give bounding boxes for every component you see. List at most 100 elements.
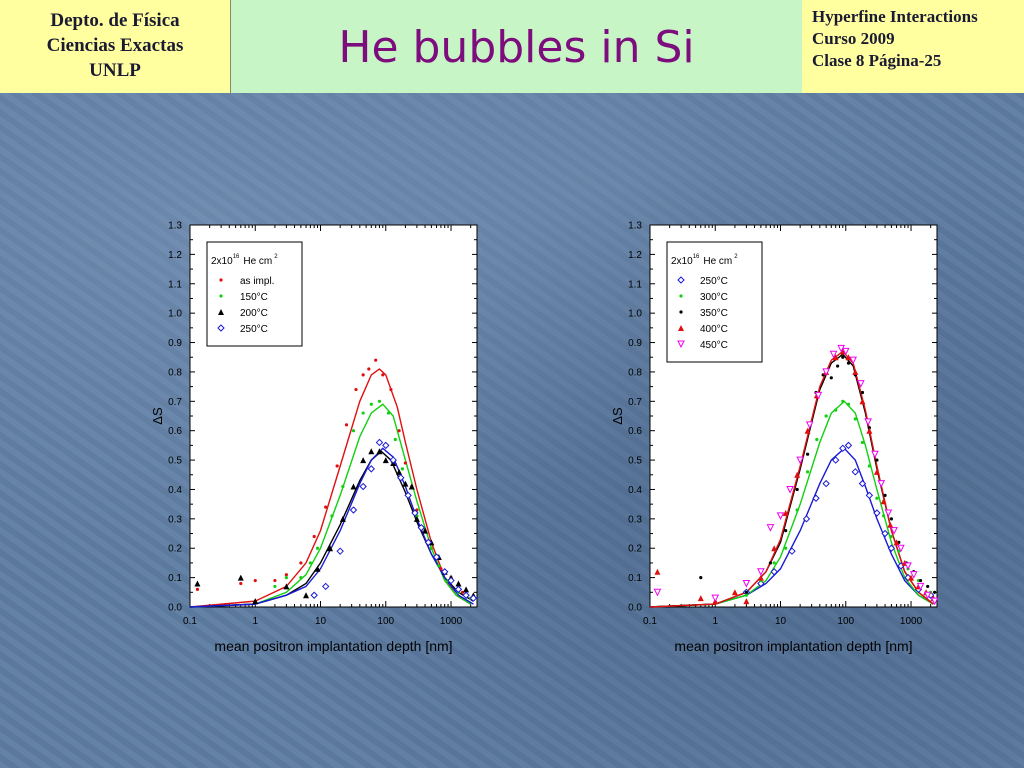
data-point bbox=[463, 586, 470, 593]
y-tick-label: 1.3 bbox=[628, 221, 642, 232]
data-point bbox=[744, 593, 748, 597]
data-point bbox=[889, 534, 893, 539]
data-point bbox=[865, 491, 874, 500]
data-point bbox=[314, 565, 321, 572]
data-point bbox=[795, 487, 799, 492]
data-point bbox=[374, 358, 378, 362]
x-tick-label: 1000 bbox=[440, 616, 463, 627]
data-point bbox=[867, 464, 871, 468]
data-point bbox=[875, 496, 879, 500]
y-tick-label: 0.9 bbox=[628, 338, 642, 349]
data-point bbox=[812, 494, 820, 502]
data-point bbox=[802, 515, 811, 523]
data-point bbox=[831, 456, 840, 464]
data-point bbox=[860, 390, 865, 395]
data-point bbox=[766, 524, 775, 532]
data-point bbox=[904, 562, 912, 570]
data-point bbox=[469, 594, 478, 602]
y-tick-label: 0.6 bbox=[168, 426, 182, 437]
y-tick-label: 1.2 bbox=[168, 250, 182, 261]
y-tick-label: 0.3 bbox=[168, 514, 182, 525]
chart-right-svg: 0.00.10.20.30.40.50.60.70.80.91.01.11.21… bbox=[610, 221, 939, 654]
data-point bbox=[336, 547, 344, 555]
data-point bbox=[403, 461, 408, 465]
y-tick-label: 0.5 bbox=[628, 456, 642, 467]
y-tick-label: 0.0 bbox=[168, 603, 182, 614]
data-point bbox=[447, 576, 455, 585]
data-point bbox=[367, 465, 376, 473]
data-point bbox=[335, 464, 339, 468]
data-point bbox=[744, 590, 748, 594]
data-point bbox=[857, 380, 865, 388]
y-tick-label: 0.2 bbox=[628, 544, 642, 555]
y-tick-label: 0.4 bbox=[168, 485, 182, 496]
legend-label: 450°C bbox=[700, 340, 728, 351]
legend-marker bbox=[218, 309, 224, 315]
chart-left: 0.0 0.1 0.2 0.3 0.4 0.5 0.6 0.7 0.8 0.9 1.0 1.1 1.2 1… bbox=[140, 205, 500, 665]
data-point bbox=[772, 561, 776, 565]
data-point bbox=[654, 568, 661, 575]
data-point bbox=[852, 368, 859, 375]
data-point bbox=[897, 544, 905, 553]
data-point bbox=[757, 568, 765, 576]
data-point bbox=[858, 479, 867, 488]
data-point bbox=[877, 480, 886, 488]
y-tick-label: 0.0 bbox=[628, 603, 642, 614]
data-point bbox=[411, 509, 419, 517]
data-point bbox=[368, 448, 375, 455]
data-point bbox=[824, 414, 828, 418]
data-point bbox=[237, 574, 244, 581]
data-point bbox=[897, 549, 901, 553]
data-point bbox=[770, 568, 778, 576]
x-axis-label: mean positron implantation depth [nm] bbox=[214, 638, 452, 654]
data-point bbox=[382, 441, 390, 450]
data-point bbox=[871, 450, 879, 459]
legend-title-unit-sup: 2 bbox=[274, 254, 278, 260]
data-point bbox=[805, 452, 810, 456]
y-tick-label: 0.8 bbox=[168, 367, 182, 378]
fit-curve bbox=[189, 403, 472, 608]
series-points bbox=[744, 399, 933, 597]
data-point bbox=[834, 408, 838, 412]
data-point bbox=[299, 561, 303, 565]
data-point bbox=[310, 591, 318, 599]
data-point bbox=[875, 458, 879, 462]
data-point bbox=[731, 589, 738, 596]
data-point bbox=[711, 594, 720, 603]
data-point bbox=[339, 515, 346, 522]
data-point bbox=[916, 582, 925, 591]
data-point bbox=[437, 564, 441, 568]
series-points bbox=[653, 344, 939, 606]
data-point bbox=[757, 579, 765, 588]
data-point bbox=[822, 479, 830, 488]
data-point bbox=[341, 484, 345, 489]
data-point bbox=[866, 427, 873, 434]
legend-title-base: 2x10 bbox=[211, 256, 233, 267]
data-point bbox=[873, 468, 880, 475]
data-point bbox=[460, 590, 465, 594]
data-point bbox=[909, 571, 918, 579]
data-point bbox=[303, 592, 310, 599]
data-point bbox=[880, 498, 887, 505]
y-tick-label: 0.3 bbox=[628, 514, 642, 525]
data-point bbox=[397, 474, 405, 482]
data-point bbox=[382, 457, 389, 464]
y-tick-label: 1.0 bbox=[628, 309, 642, 320]
legend-marker bbox=[677, 340, 685, 349]
header-right-line: Clase 8 Página-25 bbox=[812, 51, 942, 70]
data-point bbox=[836, 364, 840, 368]
data-point bbox=[881, 529, 889, 538]
data-point bbox=[804, 427, 811, 434]
legend-marker bbox=[219, 294, 223, 298]
data-point bbox=[889, 517, 893, 521]
data-point bbox=[386, 411, 391, 415]
data-point bbox=[832, 354, 839, 361]
y-tick-label: 0.1 bbox=[168, 573, 182, 584]
y-tick-label: 0.9 bbox=[168, 338, 182, 349]
y-tick-label: 1.0 bbox=[168, 309, 182, 320]
data-point bbox=[324, 505, 328, 509]
chart-right: 0.0 0.1 0.2 0.3 0.4 0.5 0.6 0.7 0.8 0.9 1.0 1.1 1.2 1… bbox=[600, 205, 960, 665]
data-point bbox=[349, 506, 358, 514]
fit-curve bbox=[649, 447, 934, 608]
x-tick-label: 100 bbox=[377, 616, 394, 627]
